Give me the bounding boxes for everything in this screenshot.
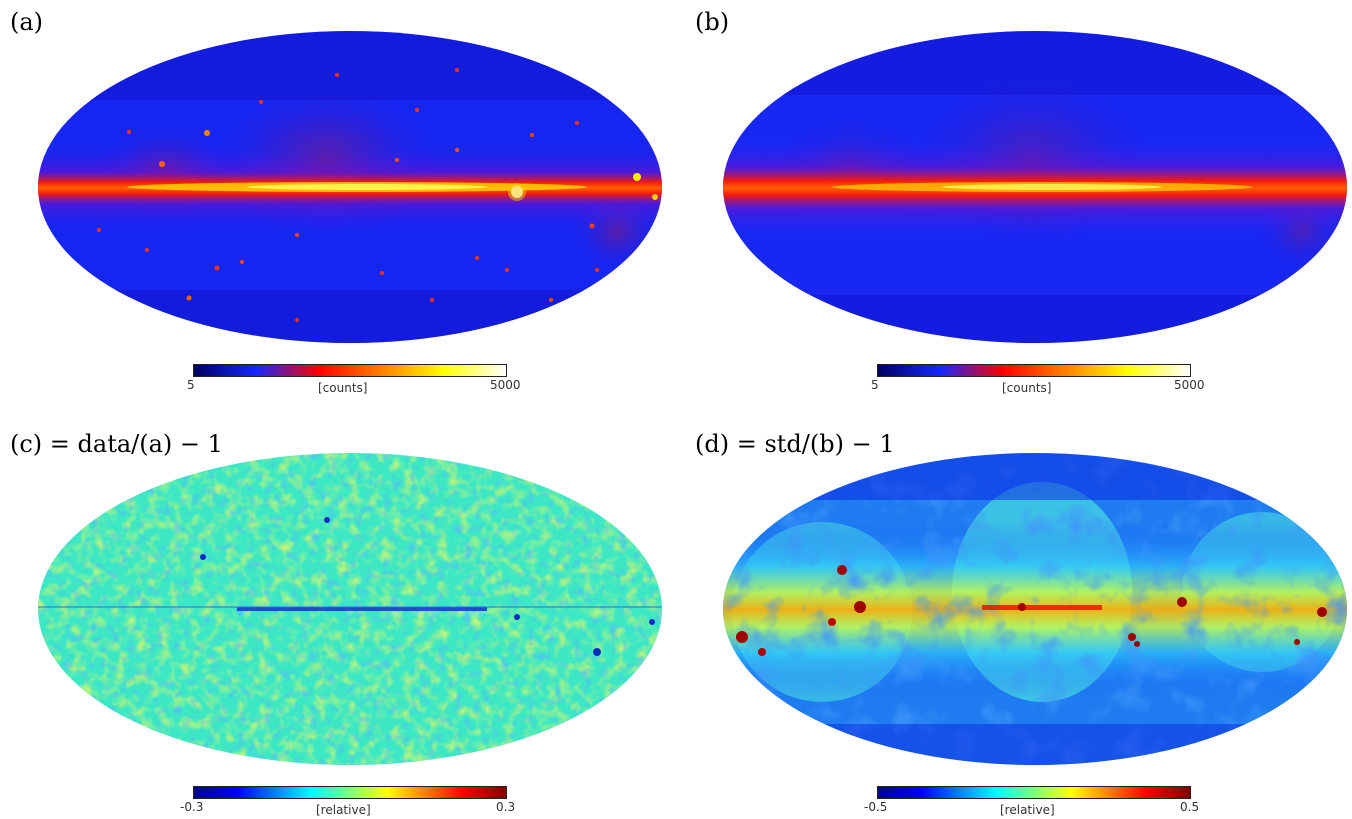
panel-d-skymap xyxy=(723,453,1347,765)
panel-d-colorbar xyxy=(877,786,1191,799)
panel-c-colorbar xyxy=(193,786,507,799)
panel-a-colorbar xyxy=(193,364,507,377)
panel-d-colorbar-unit: [relative] xyxy=(1000,803,1055,817)
panel-a-colorbar-max: 5000 xyxy=(490,378,521,392)
panel-c-skymap xyxy=(38,453,662,765)
panel-c-title: (c) = data/(a) − 1 xyxy=(10,430,223,458)
panel-b-colorbar-max: 5000 xyxy=(1174,378,1205,392)
panel-b-colorbar xyxy=(877,364,1191,377)
panel-b-colorbar-min: 5 xyxy=(871,378,879,392)
panel-c-colorbar-max: 0.3 xyxy=(496,800,516,814)
panel-b-colorbar-unit: [counts] xyxy=(1002,381,1052,395)
panel-c-colorbar-unit: [relative] xyxy=(316,803,371,817)
panel-b-title: (b) xyxy=(695,8,730,36)
panel-b-skymap xyxy=(723,31,1347,343)
panel-c-colorbar-min: -0.3 xyxy=(180,800,204,814)
panel-a-title: (a) xyxy=(10,8,44,36)
panel-a-skymap xyxy=(38,31,662,343)
panel-d-title: (d) = std/(b) − 1 xyxy=(695,430,895,458)
panel-d-colorbar-max: 0.5 xyxy=(1180,800,1200,814)
panel-a-colorbar-min: 5 xyxy=(187,378,195,392)
panel-d-colorbar-min: -0.5 xyxy=(864,800,888,814)
panel-a-colorbar-unit: [counts] xyxy=(318,381,368,395)
